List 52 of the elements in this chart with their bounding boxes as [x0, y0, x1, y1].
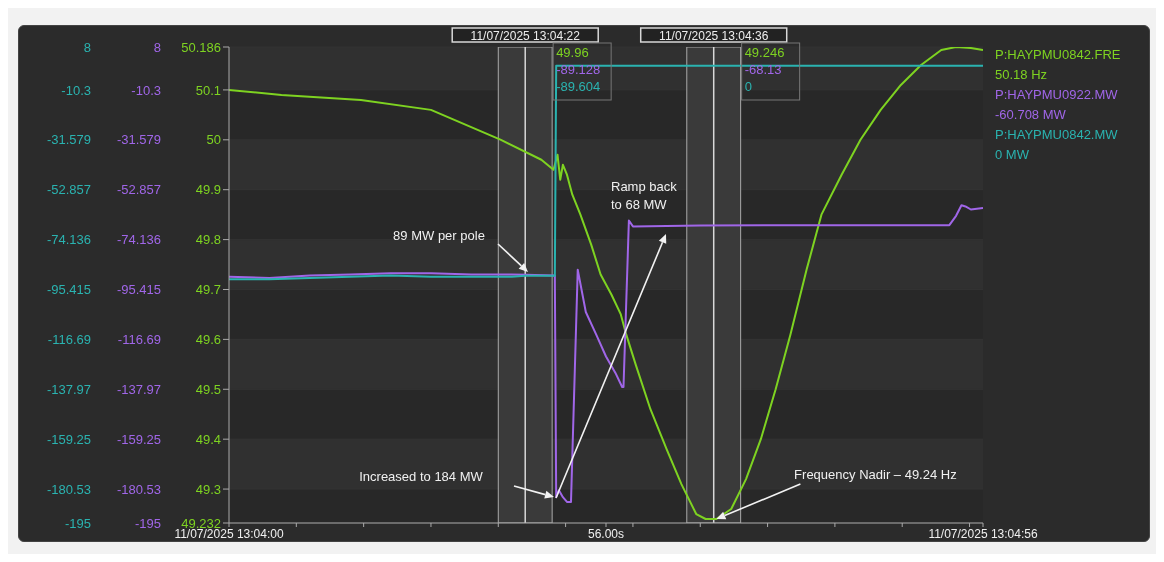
y3-tick-label: -180.53 — [116, 481, 161, 497]
y-tick-label: 50.1 — [195, 82, 221, 98]
y3-tick-label: -195 — [134, 515, 161, 531]
y2-tick-label: -52.857 — [46, 182, 91, 198]
y-tick-label: 49.3 — [195, 481, 221, 497]
y-tick-label: 49.4 — [195, 431, 221, 447]
y-tick-label: 49.9 — [195, 182, 221, 198]
y2-tick-label: -74.136 — [46, 232, 91, 248]
y3-tick-label: -159.25 — [116, 431, 161, 447]
y3-tick-label: -10.3 — [131, 82, 161, 98]
text: P:HAYPMU0842.MW — [995, 126, 1119, 144]
y-tick-label: 50 — [206, 132, 221, 148]
y3-tick-label: -74.136 — [116, 232, 161, 248]
x-tick-label: 56.00s — [587, 526, 625, 541]
y3-tick-label: -52.857 — [116, 182, 161, 198]
y2-tick-label: -137.97 — [46, 381, 91, 397]
y3-tick-label: -31.579 — [116, 132, 161, 148]
annotation: 49.246 — [744, 45, 785, 60]
text: 0 MW — [995, 146, 1030, 164]
ref-line-label: 11/07/2025 13:04:36 — [659, 28, 769, 43]
y3-tick-label: 8 — [153, 39, 161, 55]
y2-tick-label: -116.69 — [47, 331, 91, 347]
annotation: 49.96 — [556, 45, 589, 60]
y3-tick-label: -95.415 — [116, 282, 161, 298]
y3-tick-label: -116.69 — [117, 331, 161, 347]
y2-tick-label: -10.3 — [61, 82, 91, 98]
y2-tick-label: -95.415 — [46, 282, 91, 298]
text: 50.18 Hz — [995, 66, 1049, 84]
y-tick-label: 49.5 — [195, 381, 221, 397]
ref-line-label: 11/07/2025 13:04:22 — [470, 28, 581, 43]
y2-tick-label: -195 — [64, 515, 91, 531]
y-tick-label: 49.8 — [195, 232, 221, 248]
y2-tick-label: 8 — [83, 39, 91, 55]
y2-tick-label: -31.579 — [46, 132, 91, 148]
x-tick-label: 11/07/2025 13:04:00 — [174, 526, 284, 541]
annotation: Increased to 184 MW — [359, 469, 484, 484]
y3-tick-label: -137.97 — [116, 381, 161, 397]
annotation: -68.13 — [744, 62, 782, 77]
annotation: 89 MW per pole — [393, 228, 485, 243]
annotation: 0 — [744, 79, 752, 94]
y2-tick-label: -180.53 — [46, 481, 91, 497]
text: P:HAYPMU0922.MW — [995, 86, 1119, 104]
y-tick-label: 49.7 — [195, 282, 221, 298]
x-tick-label: 11/07/2025 13:04:56 — [928, 526, 1038, 541]
y-tick-label: 49.6 — [195, 332, 221, 347]
annotation: -89.604 — [556, 79, 601, 94]
y2-tick-label: -159.25 — [46, 431, 91, 447]
series-label: P:HAYPMU0842.FRE — [995, 46, 1122, 64]
annotation: Frequency Nadir – 49.24 Hz — [794, 467, 957, 483]
text: -60.708 MW — [995, 106, 1067, 124]
y-tick-label: 50.186 — [181, 39, 221, 55]
annotation: Ramp back to 68 MW — [611, 179, 678, 212]
